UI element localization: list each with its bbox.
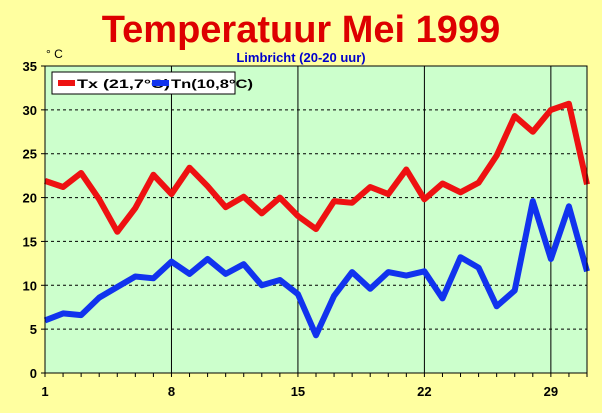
- x-tick-label: 29: [544, 384, 558, 399]
- y-axis-unit-label: ° C: [46, 47, 63, 61]
- x-tick-label: 22: [417, 384, 431, 399]
- legend: Tx (21,7°C) Tn(10,8°C): [51, 71, 253, 95]
- legend-label: Tn(10,8°C): [171, 77, 253, 91]
- legend-label: Tx (21,7°C): [77, 77, 170, 91]
- x-tick-label: 1: [41, 384, 48, 399]
- y-tick-label: 0: [30, 366, 37, 381]
- chart-title: Temperatuur Mei 1999: [102, 9, 500, 51]
- chart-subtitle: Limbricht (20-20 uur): [236, 50, 365, 65]
- y-tick-label: 25: [23, 147, 37, 162]
- x-tick-label: 8: [168, 384, 175, 399]
- legend-box: [51, 71, 236, 95]
- y-tick-label: 35: [23, 59, 37, 74]
- plot-area: [45, 66, 587, 373]
- grid-lines: [45, 66, 587, 373]
- series-line-tx: [44, 100, 590, 235]
- series-lines: [43, 100, 590, 339]
- axes: 0 5 10 15 20 25 30 35 1 8 15 22 29: [23, 59, 588, 399]
- series-line-tn: [43, 198, 590, 339]
- y-tick-label: 15: [23, 234, 37, 249]
- y-tick-label: 30: [23, 103, 37, 118]
- y-tick-label: 10: [23, 278, 37, 293]
- x-tick-label: 15: [291, 384, 305, 399]
- y-tick-label: 5: [30, 322, 37, 337]
- y-tick-label: 20: [23, 191, 37, 206]
